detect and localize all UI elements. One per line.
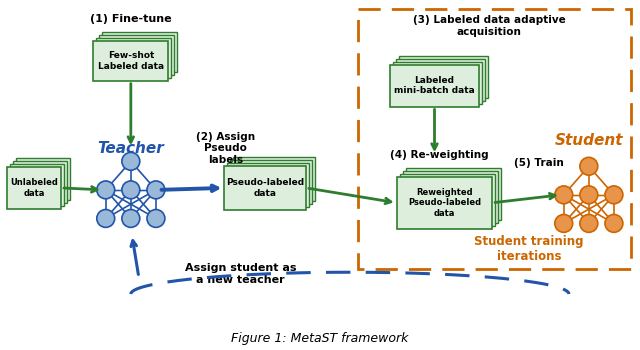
FancyBboxPatch shape	[397, 177, 492, 229]
Circle shape	[605, 215, 623, 232]
FancyBboxPatch shape	[93, 41, 168, 81]
Circle shape	[97, 181, 115, 199]
FancyBboxPatch shape	[393, 62, 483, 104]
FancyBboxPatch shape	[99, 35, 174, 75]
Circle shape	[122, 210, 140, 228]
Text: (3) Labeled data adaptive
acquisition: (3) Labeled data adaptive acquisition	[413, 15, 566, 37]
FancyBboxPatch shape	[390, 65, 479, 106]
FancyBboxPatch shape	[230, 160, 312, 204]
Text: Labeled
mini-batch data: Labeled mini-batch data	[394, 76, 475, 96]
FancyBboxPatch shape	[102, 32, 177, 72]
Text: (4) Re-weighting: (4) Re-weighting	[390, 150, 488, 160]
Circle shape	[605, 186, 623, 204]
Text: Reweighted
Pseudo-labeled
data: Reweighted Pseudo-labeled data	[408, 188, 481, 218]
FancyBboxPatch shape	[396, 59, 485, 100]
FancyBboxPatch shape	[400, 174, 495, 226]
Circle shape	[97, 210, 115, 228]
FancyBboxPatch shape	[406, 168, 500, 220]
FancyBboxPatch shape	[10, 164, 64, 206]
Circle shape	[122, 181, 140, 199]
FancyBboxPatch shape	[225, 166, 306, 210]
Circle shape	[580, 158, 598, 175]
Text: Teacher: Teacher	[97, 141, 164, 156]
Text: Student: Student	[555, 133, 623, 148]
Text: (2) Assign
Pseudo
labels: (2) Assign Pseudo labels	[196, 132, 255, 165]
Circle shape	[122, 152, 140, 170]
Text: Unlabeled
data: Unlabeled data	[10, 178, 58, 198]
Circle shape	[147, 210, 165, 228]
Text: Few-shot
Labeled data: Few-shot Labeled data	[98, 51, 164, 71]
FancyBboxPatch shape	[234, 157, 315, 201]
Text: (5) Train: (5) Train	[514, 158, 564, 168]
Text: (1) Fine-tune: (1) Fine-tune	[90, 14, 172, 24]
FancyBboxPatch shape	[97, 38, 171, 78]
FancyBboxPatch shape	[227, 163, 309, 207]
FancyBboxPatch shape	[8, 167, 61, 209]
Circle shape	[555, 215, 573, 232]
Circle shape	[580, 215, 598, 232]
Circle shape	[580, 186, 598, 204]
FancyBboxPatch shape	[403, 171, 498, 223]
Text: Assign student as
a new teacher: Assign student as a new teacher	[184, 264, 296, 285]
FancyBboxPatch shape	[17, 158, 70, 200]
FancyBboxPatch shape	[399, 56, 488, 98]
Text: Pseudo-labeled
data: Pseudo-labeled data	[226, 178, 304, 198]
Text: Student training
iterations: Student training iterations	[474, 236, 584, 264]
Circle shape	[555, 186, 573, 204]
Circle shape	[147, 181, 165, 199]
FancyBboxPatch shape	[13, 161, 67, 203]
Text: Figure 1: MetaST framework: Figure 1: MetaST framework	[231, 332, 409, 345]
